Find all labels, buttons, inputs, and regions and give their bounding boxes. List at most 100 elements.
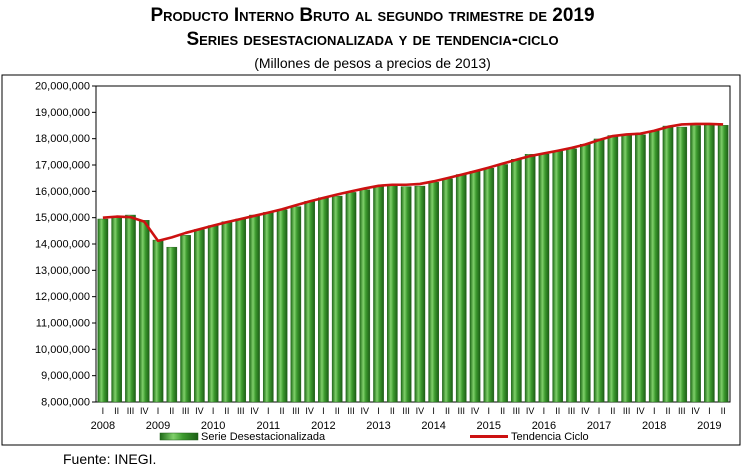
bar: [290, 206, 302, 403]
x-quarter-label: IV: [526, 406, 535, 416]
x-quarter-label: IV: [361, 406, 370, 416]
bar: [469, 171, 481, 403]
x-quarter-label: III: [678, 406, 686, 416]
x-quarter-label: I: [432, 406, 435, 416]
bar: [125, 214, 136, 403]
x-year-label: 2019: [697, 420, 721, 432]
x-quarter-label: IV: [691, 406, 700, 416]
legend: Serie Desestacionalizada Tendencia Ciclo: [159, 431, 589, 443]
x-quarter-label: III: [292, 406, 300, 416]
x-quarter-label: II: [335, 406, 340, 416]
bar-series: [97, 124, 729, 403]
bar: [249, 214, 260, 403]
y-axis: 8,000,000 9,000,000 10,000,000 11,000,000 12…: [35, 81, 96, 409]
x-year-label: 2018: [642, 420, 666, 432]
bar: [566, 148, 577, 403]
x-quarter-label: II: [445, 406, 450, 416]
bar: [635, 134, 646, 403]
x-quarter-label: I: [102, 406, 105, 416]
y-tick-label: 8,000,000: [41, 397, 90, 409]
bar: [704, 124, 715, 403]
x-quarter-label: IV: [250, 406, 259, 416]
x-quarter-label: I: [653, 406, 656, 416]
bar: [262, 212, 274, 403]
bar: [607, 135, 619, 403]
x-quarter-label: I: [598, 406, 601, 416]
x-quarter-label: III: [347, 406, 355, 416]
x-quarter-label: I: [488, 406, 491, 416]
bar: [373, 185, 384, 403]
x-quarter-label: III: [568, 406, 576, 416]
x-quarter-label: III: [513, 406, 521, 416]
y-tick-label: 20,000,000: [35, 81, 90, 93]
bar: [235, 218, 247, 403]
x-quarter-label: III: [182, 406, 190, 416]
x-quarter-label: IV: [581, 406, 590, 416]
x-year-label: 2009: [146, 420, 170, 432]
x-year-label: 2014: [421, 420, 445, 432]
chart-subtitle: Series desestacionalizada y de tendencia…: [186, 29, 559, 50]
bar: [442, 178, 453, 403]
bar: [579, 143, 591, 403]
y-tick-label: 15,000,000: [35, 212, 90, 224]
bar: [538, 153, 550, 403]
bar: [359, 189, 371, 403]
x-year-label: 2012: [311, 420, 335, 432]
x-year-label: 2013: [366, 420, 390, 432]
x-quarter-label: III: [457, 406, 465, 416]
x-quarter-label: IV: [471, 406, 480, 416]
x-year-label: 2016: [532, 420, 556, 432]
chart-title: Producto Interno Bruto al segundo trimes…: [150, 5, 595, 26]
y-tick-label: 10,000,000: [35, 344, 90, 356]
bar: [455, 174, 467, 403]
x-quarter-label: IV: [416, 406, 425, 416]
x-quarter-label: III: [127, 406, 135, 416]
bar: [511, 159, 522, 403]
bar: [676, 126, 688, 403]
bar: [717, 125, 729, 403]
y-tick-label: 14,000,000: [35, 239, 90, 251]
bar: [690, 125, 701, 403]
bar: [318, 197, 329, 403]
bar: [97, 218, 109, 403]
x-axis: I II III IV I II III IV I II III IV I II III IV I II III IV…: [91, 406, 726, 432]
x-year-label: 2011: [256, 420, 280, 432]
bar: [593, 138, 605, 403]
x-quarter-label: II: [280, 406, 285, 416]
x-quarter-label: I: [377, 406, 380, 416]
y-tick-label: 11,000,000: [36, 318, 90, 330]
x-quarter-label: II: [169, 406, 174, 416]
chart-border: [1, 74, 741, 446]
x-quarter-label: IV: [305, 406, 314, 416]
x-year-label: 2017: [587, 420, 611, 432]
bar: [111, 216, 122, 403]
y-tick-label: 19,000,000: [35, 107, 90, 119]
bar: [524, 154, 536, 403]
x-quarter-label: III: [402, 406, 410, 416]
bar: [207, 225, 219, 403]
bar: [483, 167, 495, 403]
chart-units-label: (Millones de pesos a precios de 2013): [254, 55, 491, 71]
bar: [331, 195, 343, 403]
x-quarter-label: III: [623, 406, 631, 416]
y-tick-label: 18,000,000: [35, 133, 90, 145]
bar: [304, 201, 315, 403]
x-quarter-label: I: [543, 406, 546, 416]
x-quarter-label: II: [500, 406, 505, 416]
bar: [138, 220, 150, 403]
bar: [194, 229, 205, 403]
x-quarter-label: IV: [195, 406, 204, 416]
legend-label-trend: Tendencia Ciclo: [511, 431, 589, 443]
y-tick-label: 9,000,000: [41, 370, 90, 382]
x-quarter-label: II: [390, 406, 395, 416]
bar: [345, 192, 357, 403]
trend-series: [102, 122, 724, 243]
x-quarter-label: III: [237, 406, 245, 416]
bar: [400, 186, 412, 403]
bar: [428, 181, 439, 403]
bar: [497, 164, 508, 403]
bar: [621, 133, 632, 403]
x-quarter-label: I: [157, 406, 160, 416]
x-quarter-label: II: [224, 406, 229, 416]
x-year-label: 2015: [477, 420, 501, 432]
